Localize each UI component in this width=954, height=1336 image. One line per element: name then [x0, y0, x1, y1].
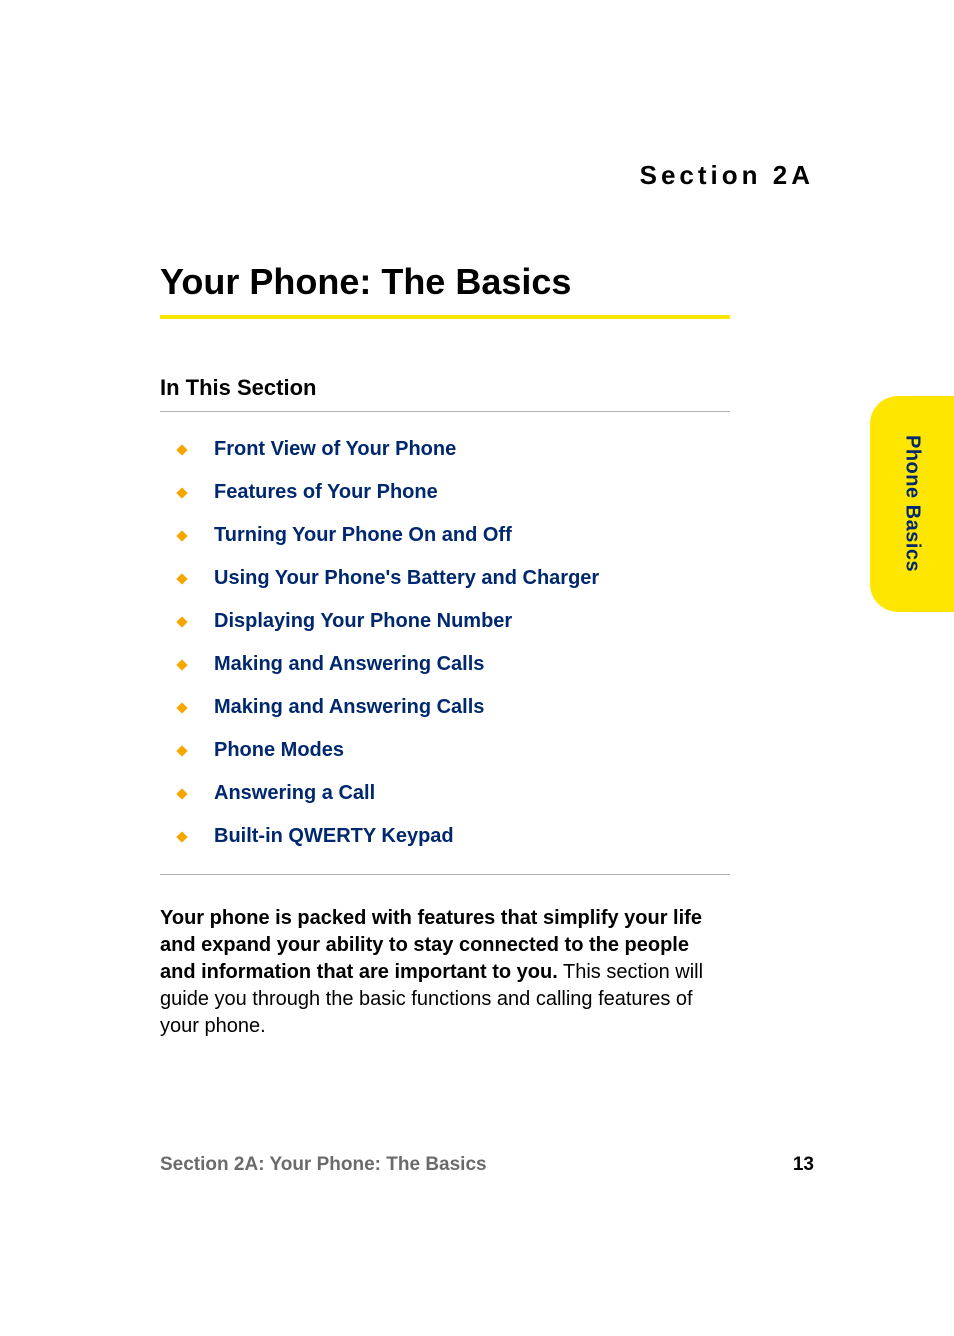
title-rule	[160, 315, 730, 319]
toc-item[interactable]: Making and Answering Calls	[160, 696, 854, 719]
toc-item[interactable]: Displaying Your Phone Number	[160, 610, 854, 633]
subhead-rule	[160, 411, 730, 412]
side-tab-label: Phone Basics	[901, 435, 924, 572]
toc-list: Front View of Your Phone Features of You…	[160, 438, 854, 848]
toc-item-label: Front View of Your Phone	[214, 438, 456, 461]
section-label: Section 2A	[160, 160, 814, 191]
side-tab[interactable]: Phone Basics	[870, 396, 954, 612]
toc-item-label: Making and Answering Calls	[214, 696, 484, 719]
bullet-icon	[176, 616, 187, 627]
toc-item-label: Answering a Call	[214, 782, 375, 805]
bullet-icon	[176, 659, 187, 670]
toc-item[interactable]: Answering a Call	[160, 782, 854, 805]
bullet-icon	[176, 487, 187, 498]
bullet-icon	[176, 530, 187, 541]
footer-page-number: 13	[793, 1154, 814, 1176]
page-title: Your Phone: The Basics	[160, 261, 854, 303]
bullet-icon	[176, 831, 187, 842]
toc-item-label: Making and Answering Calls	[214, 653, 484, 676]
toc-item-label: Phone Modes	[214, 739, 344, 762]
toc-item-label: Displaying Your Phone Number	[214, 610, 512, 633]
toc-item[interactable]: Front View of Your Phone	[160, 438, 854, 461]
toc-item-label: Turning Your Phone On and Off	[214, 524, 512, 547]
page-container: Section 2A Your Phone: The Basics In Thi…	[0, 0, 954, 1336]
bullet-icon	[176, 444, 187, 455]
toc-end-rule	[160, 874, 730, 875]
bullet-icon	[176, 745, 187, 756]
page-footer: Section 2A: Your Phone: The Basics 13	[160, 1154, 854, 1176]
bullet-icon	[176, 788, 187, 799]
toc-item[interactable]: Phone Modes	[160, 739, 854, 762]
toc-item-label: Features of Your Phone	[214, 481, 438, 504]
toc-item[interactable]: Turning Your Phone On and Off	[160, 524, 854, 547]
in-this-section-heading: In This Section	[160, 375, 854, 401]
toc-item-label: Built-in QWERTY Keypad	[214, 825, 454, 848]
intro-paragraph: Your phone is packed with features that …	[160, 905, 720, 1040]
toc-item[interactable]: Built-in QWERTY Keypad	[160, 825, 854, 848]
bullet-icon	[176, 702, 187, 713]
bullet-icon	[176, 573, 187, 584]
toc-item[interactable]: Using Your Phone's Battery and Charger	[160, 567, 854, 590]
toc-item[interactable]: Features of Your Phone	[160, 481, 854, 504]
toc-item-label: Using Your Phone's Battery and Charger	[214, 567, 599, 590]
toc-item[interactable]: Making and Answering Calls	[160, 653, 854, 676]
footer-section-label: Section 2A: Your Phone: The Basics	[160, 1154, 487, 1176]
